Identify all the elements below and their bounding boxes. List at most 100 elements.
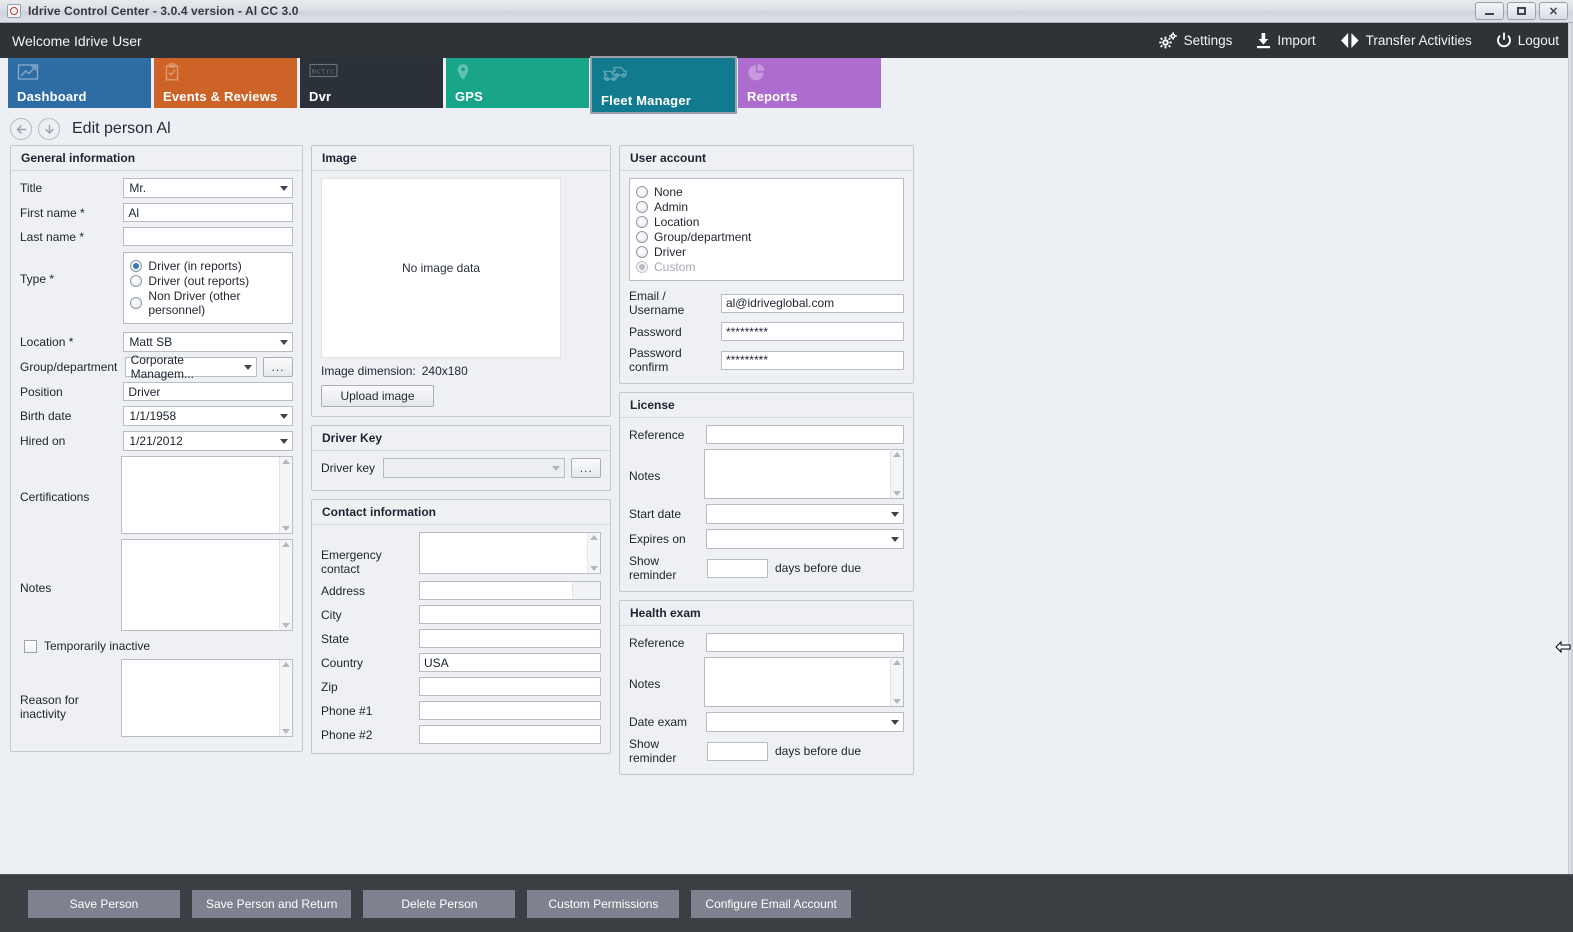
health-notes-textarea[interactable] bbox=[704, 657, 904, 707]
driver-key-browse-button[interactable]: ... bbox=[571, 458, 601, 478]
location-combobox[interactable]: Matt SB bbox=[123, 332, 293, 352]
location-value: Matt SB bbox=[129, 335, 173, 349]
general-information-title: General information bbox=[11, 146, 302, 171]
title-combobox[interactable]: Mr. bbox=[123, 178, 293, 198]
notes-scrollbar[interactable] bbox=[279, 540, 292, 630]
address-label: Address bbox=[321, 583, 366, 598]
position-input[interactable] bbox=[123, 382, 293, 401]
role-option-label: Group/department bbox=[654, 230, 752, 244]
field-row-license-start-date: Start date bbox=[629, 504, 904, 524]
health-date-exam-label: Date exam bbox=[629, 715, 688, 729]
role-option-location[interactable]: Location bbox=[636, 215, 897, 229]
certifications-scrollbar[interactable] bbox=[279, 457, 292, 533]
driver-key-panel-title: Driver Key bbox=[312, 426, 610, 451]
email-label: Email / Username bbox=[629, 289, 685, 317]
password-input[interactable] bbox=[720, 322, 904, 341]
transfer-activities-label: Transfer Activities bbox=[1365, 33, 1472, 48]
minimize-button[interactable] bbox=[1475, 2, 1504, 20]
health-reminder-suffix: days before due bbox=[775, 744, 862, 758]
nav-tile-dashboard[interactable]: Dashboard bbox=[8, 58, 151, 108]
emergency-contact-scrollbar[interactable] bbox=[587, 533, 600, 573]
delete-person-button[interactable]: Delete Person bbox=[363, 889, 516, 918]
notes-textarea[interactable] bbox=[121, 539, 293, 631]
reason-for-inactivity-label: Reason for inactivity bbox=[20, 693, 79, 721]
settings-button[interactable]: Settings bbox=[1158, 32, 1232, 49]
group-department-browse-button[interactable]: ... bbox=[263, 357, 293, 377]
phone1-input[interactable] bbox=[419, 701, 601, 720]
transfer-activities-button[interactable]: Transfer Activities bbox=[1340, 32, 1472, 49]
role-option-none[interactable]: None bbox=[636, 185, 897, 199]
type-option-label: Non Driver (other personnel) bbox=[148, 289, 241, 317]
type-option-driver-in-reports[interactable]: Driver (in reports) bbox=[130, 259, 286, 273]
save-person-button[interactable]: Save Person bbox=[28, 889, 180, 918]
page-title: Edit person Al bbox=[72, 120, 171, 137]
license-reference-input[interactable] bbox=[706, 425, 904, 444]
temporarily-inactive-checkbox-row[interactable]: Temporarily inactive bbox=[24, 639, 293, 653]
role-option-label: Custom bbox=[654, 260, 696, 274]
birth-date-value: 1/1/1958 bbox=[129, 409, 177, 423]
import-button[interactable]: Import bbox=[1256, 32, 1316, 49]
logout-button[interactable]: Logout bbox=[1496, 32, 1559, 49]
health-reminder-input[interactable] bbox=[707, 741, 768, 761]
nav-tile-dvr[interactable]: mctrc Dvr bbox=[300, 58, 443, 108]
email-input[interactable] bbox=[720, 293, 904, 313]
emergency-contact-textarea[interactable] bbox=[419, 532, 601, 574]
first-name-input[interactable] bbox=[123, 203, 293, 222]
type-option-driver-out-reports[interactable]: Driver (out reports) bbox=[130, 274, 286, 288]
arrow-down-circle-icon[interactable] bbox=[38, 118, 60, 140]
last-name-input[interactable] bbox=[123, 227, 293, 246]
nav-tile-reports[interactable]: Reports bbox=[738, 58, 881, 108]
license-expires-label: Expires on bbox=[629, 532, 686, 546]
map-pin-icon bbox=[455, 64, 471, 86]
license-expires-picker[interactable] bbox=[706, 529, 904, 549]
health-notes-scrollbar[interactable] bbox=[890, 658, 903, 706]
radio-icon bbox=[636, 186, 648, 198]
field-row-certifications: Certifications bbox=[20, 456, 293, 534]
country-input[interactable] bbox=[419, 653, 601, 672]
field-row-phone2: Phone #2 bbox=[321, 725, 601, 744]
maximize-button[interactable] bbox=[1507, 2, 1536, 20]
scroll-down-icon bbox=[282, 729, 290, 734]
arrow-left-circle-icon[interactable] bbox=[10, 118, 32, 140]
health-date-exam-picker[interactable] bbox=[706, 712, 904, 732]
configure-email-account-button[interactable]: Configure Email Account bbox=[691, 889, 851, 918]
city-input[interactable] bbox=[419, 605, 601, 624]
address-input[interactable] bbox=[419, 581, 601, 600]
password-label: Password bbox=[629, 324, 682, 339]
driver-key-combobox[interactable] bbox=[383, 458, 566, 478]
phone2-input[interactable] bbox=[419, 725, 601, 744]
health-reference-input[interactable] bbox=[706, 633, 904, 652]
health-exam-panel: Health exam Reference Notes Date exam bbox=[619, 600, 914, 775]
reason-scrollbar[interactable] bbox=[279, 660, 292, 736]
close-button[interactable]: ✕ bbox=[1539, 2, 1568, 20]
nav-tile-gps[interactable]: GPS bbox=[446, 58, 589, 108]
role-option-admin[interactable]: Admin bbox=[636, 200, 897, 214]
field-row-license-reminder: Show reminder days before due bbox=[629, 554, 904, 582]
group-department-combobox[interactable]: Corporate Managem... bbox=[124, 353, 258, 381]
license-notes-scrollbar[interactable] bbox=[890, 450, 903, 498]
nav-tile-fleet-manager[interactable]: Fleet Manager bbox=[590, 56, 737, 114]
zip-label: Zip bbox=[321, 679, 338, 694]
general-information-panel: General information Title Mr. First name… bbox=[10, 145, 303, 752]
role-option-group-department[interactable]: Group/department bbox=[636, 230, 897, 244]
certifications-textarea[interactable] bbox=[121, 456, 293, 534]
birth-date-picker[interactable]: 1/1/1958 bbox=[123, 406, 293, 426]
custom-permissions-button[interactable]: Custom Permissions bbox=[527, 889, 680, 918]
role-option-driver[interactable]: Driver bbox=[636, 245, 897, 259]
upload-image-button[interactable]: Upload image bbox=[321, 385, 434, 407]
nav-tile-events-reviews[interactable]: Events & Reviews bbox=[154, 58, 297, 108]
license-notes-textarea[interactable] bbox=[704, 449, 904, 499]
action-footer: Save Person Save Person and Return Delet… bbox=[0, 874, 1573, 932]
reason-for-inactivity-textarea[interactable] bbox=[121, 659, 293, 737]
zip-input[interactable] bbox=[419, 677, 601, 696]
password-confirm-input[interactable] bbox=[720, 350, 904, 370]
window-title: Idrive Control Center - 3.0.4 version - … bbox=[28, 4, 299, 18]
field-row-health-notes: Notes bbox=[629, 657, 904, 707]
save-person-and-return-button[interactable]: Save Person and Return bbox=[192, 889, 352, 918]
license-start-date-picker[interactable] bbox=[706, 504, 904, 524]
type-option-non-driver[interactable]: Non Driver (other personnel) bbox=[130, 289, 286, 317]
state-input[interactable] bbox=[419, 629, 601, 648]
hired-on-picker[interactable]: 1/21/2012 bbox=[123, 431, 293, 451]
role-option-label: Driver bbox=[654, 245, 686, 259]
license-reminder-input[interactable] bbox=[707, 558, 768, 578]
